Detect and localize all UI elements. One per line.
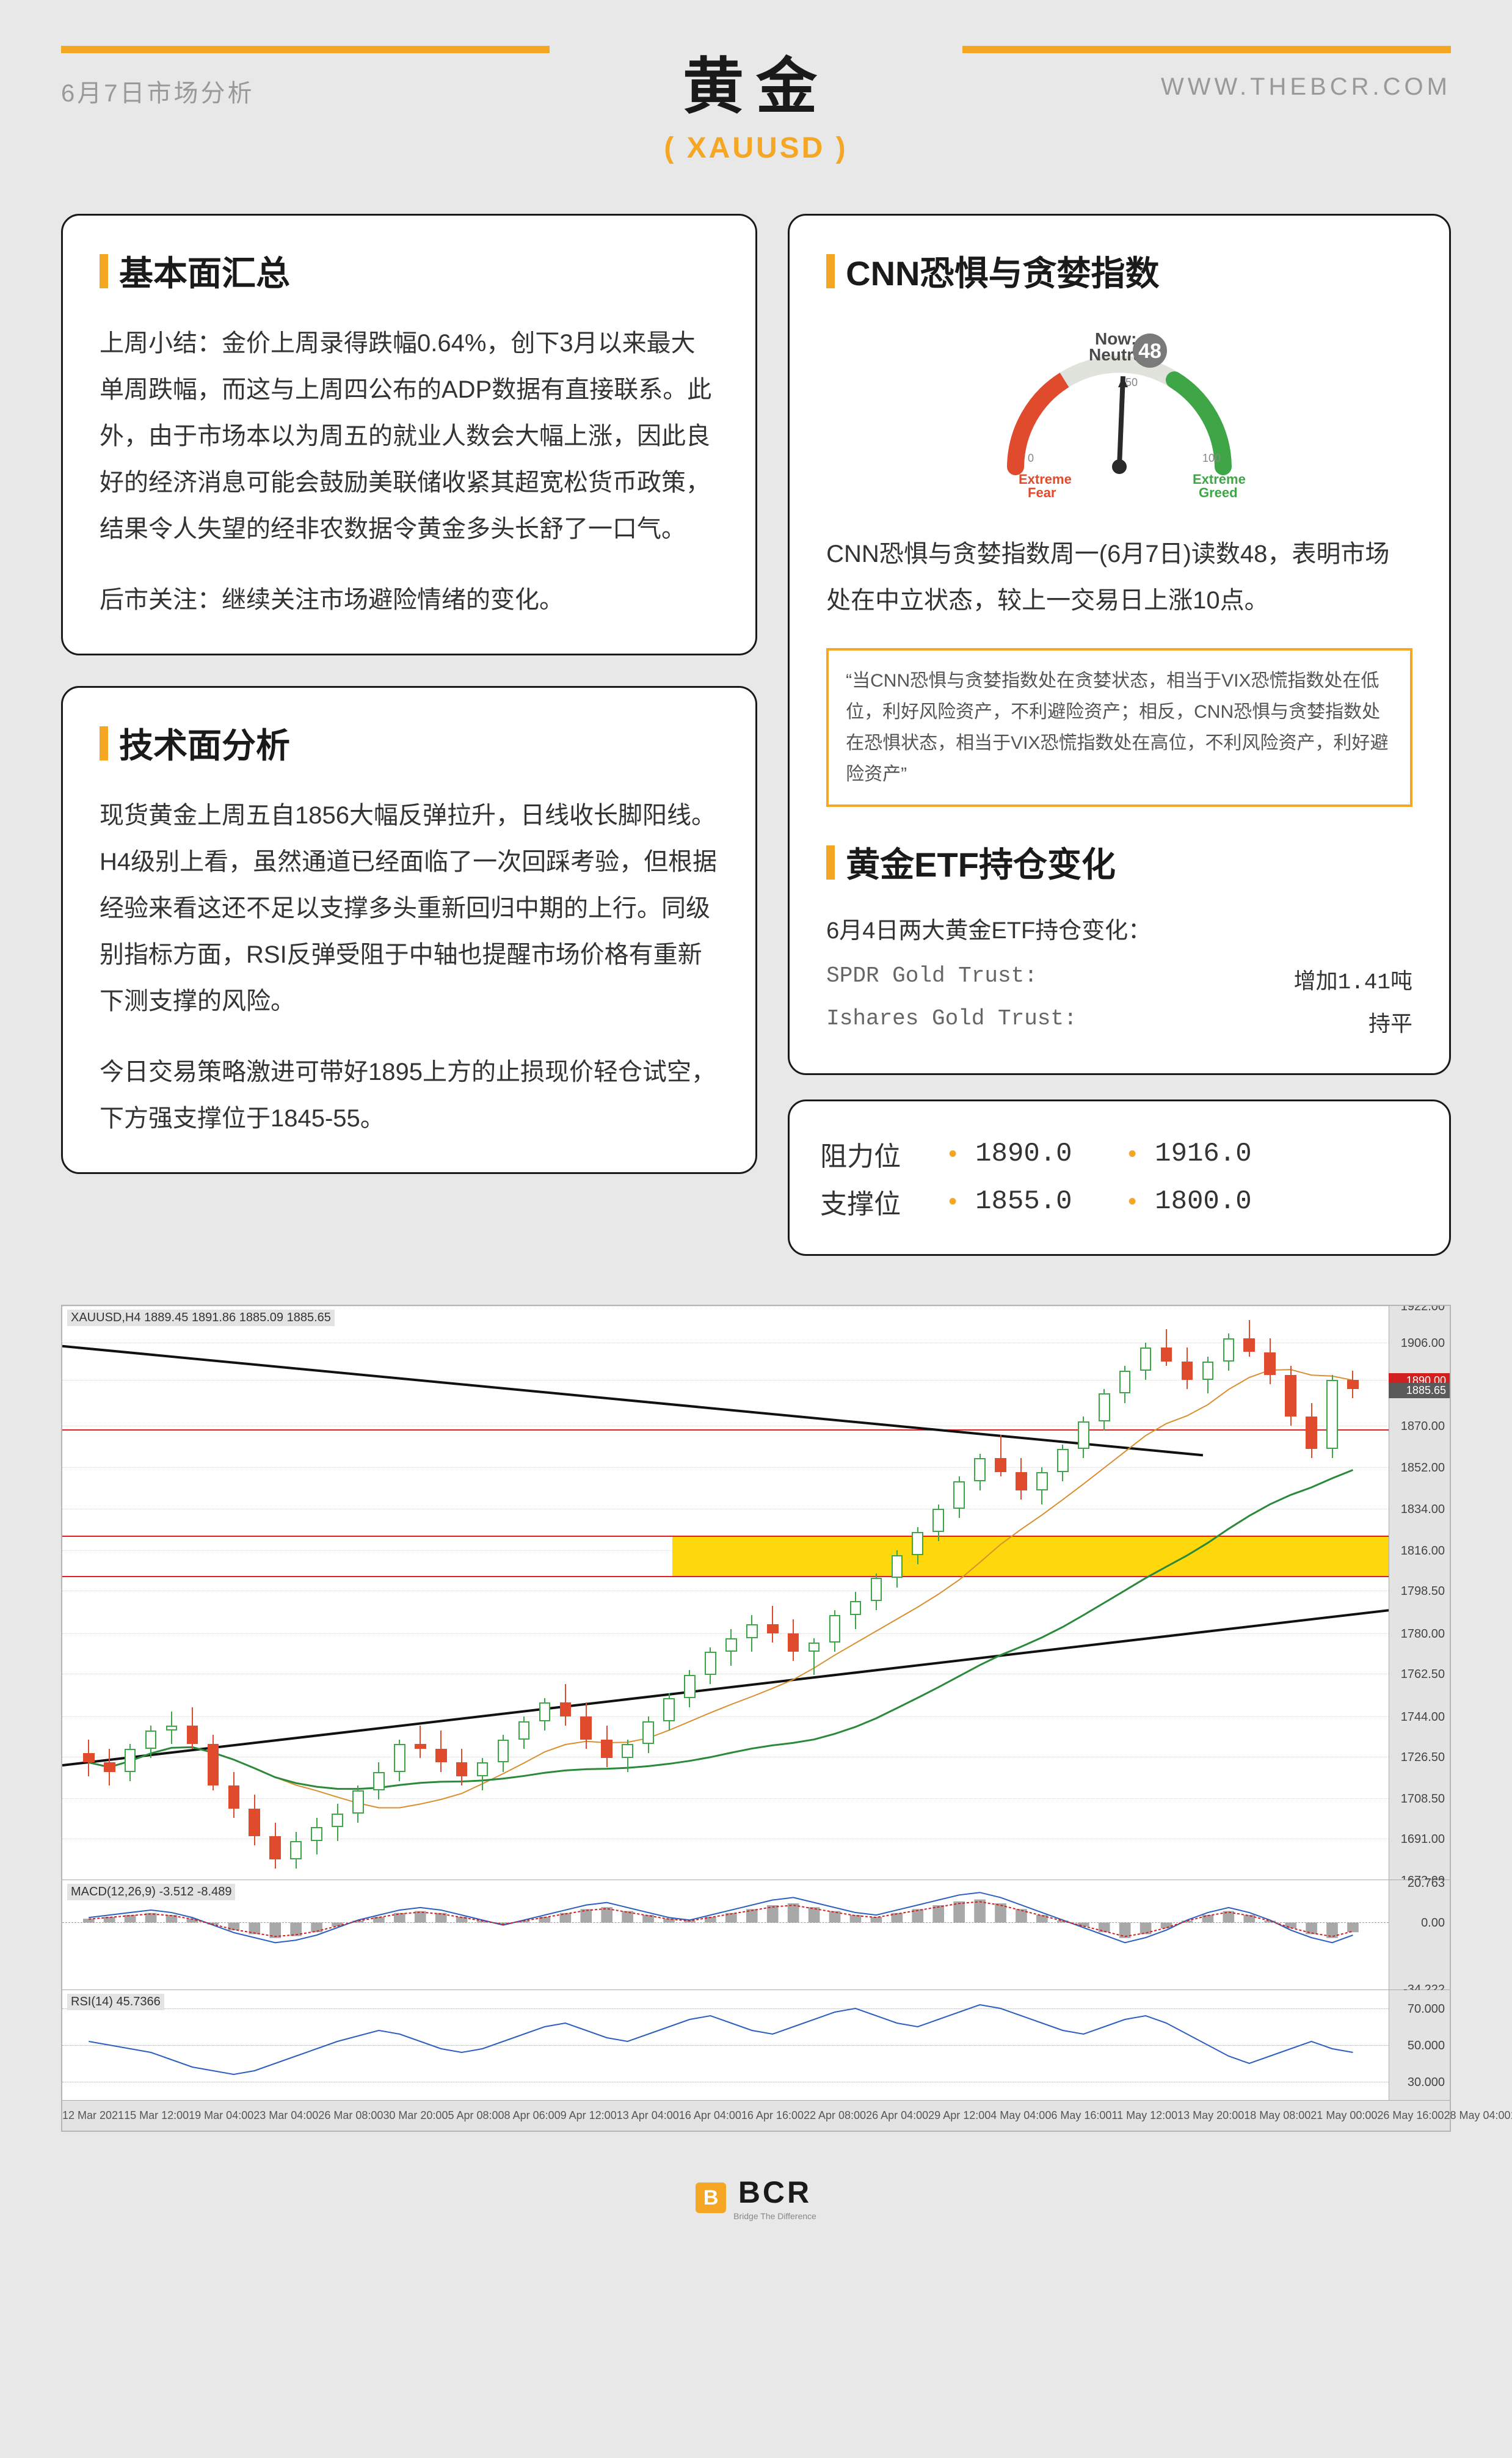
etf-row: Ishares Gold Trust:持平 xyxy=(826,1006,1412,1038)
fundamentals-p2: 后市关注：继续关注市场避险情绪的变化。 xyxy=(100,577,719,623)
header-rule-right xyxy=(962,46,1451,53)
footer: B BCR Bridge The Difference xyxy=(0,2144,1512,2264)
fundamentals-p1: 上周小结：金价上周录得跌幅0.64%，创下3月以来最大单周跌幅，而这与上周四公布… xyxy=(100,320,719,552)
cnn-card: CNN恐惧与贪婪指数 Now: Neutral 48 0 xyxy=(788,214,1451,1075)
bullet-icon: • xyxy=(948,1140,957,1168)
fundamentals-card: 基本面汇总 上周小结：金价上周录得跌幅0.64%，创下3月以来最大单周跌幅，而这… xyxy=(61,214,757,655)
cnn-quote-box: “当CNN恐惧与贪婪指数处在贪婪状态，相当于VIX恐慌指数处在低位，利好风险资产… xyxy=(826,648,1412,807)
price-chart: XAUUSD,H4 1889.45 1891.86 1885.09 1885.6… xyxy=(61,1305,1451,2132)
fear-greed-gauge: Now: Neutral 48 0 50 100 Extreme Fear Ex… xyxy=(826,320,1412,506)
bullet-icon: • xyxy=(948,1188,957,1216)
svg-text:Fear: Fear xyxy=(1028,485,1056,500)
chart-macd-info: MACD(12,26,9) -3.512 -8.489 xyxy=(67,1884,235,1900)
support-2: 1800.0 xyxy=(1155,1186,1289,1217)
resistance-2: 1916.0 xyxy=(1155,1139,1289,1169)
bullet-icon: • xyxy=(1128,1140,1136,1168)
support-label: 支撑位 xyxy=(820,1182,930,1221)
cnn-title: CNN恐惧与贪婪指数 xyxy=(846,246,1159,296)
resistance-label: 阻力位 xyxy=(820,1134,930,1173)
technical-title: 技术面分析 xyxy=(119,718,290,768)
svg-text:0: 0 xyxy=(1028,452,1034,464)
svg-text:48: 48 xyxy=(1138,340,1161,363)
etf-row: SPDR Gold Trust:增加1.41吨 xyxy=(826,963,1412,995)
chart-rsi-info: RSI(14) 45.7366 xyxy=(67,1994,164,2010)
brand-logo-icon: B xyxy=(696,2183,726,2213)
brand-tagline: Bridge The Difference xyxy=(733,2211,816,2221)
cnn-desc: CNN恐惧与贪婪指数周一(6月7日)读数48，表明市场处在中立状态，较上一交易日… xyxy=(826,531,1412,624)
technical-card: 技术面分析 现货黄金上周五自1856大幅反弹拉升，日线收长脚阳线。H4级别上看，… xyxy=(61,686,757,1174)
svg-text:50: 50 xyxy=(1125,376,1138,388)
cnn-quote: “当CNN恐惧与贪婪指数处在贪婪状态，相当于VIX恐慌指数处在低位，利好风险资产… xyxy=(846,665,1393,790)
bullet-icon: • xyxy=(1128,1188,1136,1216)
chart-x-axis: 12 Mar 202115 Mar 12:0019 Mar 04:0023 Ma… xyxy=(62,2100,1450,2131)
technical-p2: 今日交易策略激进可带好1895上方的止损现价轻仓试空，下方强支撑位于1845-5… xyxy=(100,1049,719,1142)
chart-symbol-info: XAUUSD,H4 1889.45 1891.86 1885.09 1885.6… xyxy=(67,1310,335,1326)
technical-p1: 现货黄金上周五自1856大幅反弹拉升，日线收长脚阳线。H4级别上看，虽然通道已经… xyxy=(100,792,719,1024)
header: 6月7日市场分析 WWW.THEBCR.COM 黄金 ( XAUUSD ) xyxy=(0,0,1512,189)
etf-sub: 6月4日两大黄金ETF持仓变化： xyxy=(826,911,1412,945)
header-rule-left xyxy=(61,46,550,53)
fundamentals-title: 基本面汇总 xyxy=(119,246,290,296)
etf-title: 黄金ETF持仓变化 xyxy=(846,837,1116,887)
site-url: WWW.THEBCR.COM xyxy=(1161,73,1451,101)
levels-card: 阻力位 • 1890.0 • 1916.0 支撑位 • 1855.0 • 180… xyxy=(788,1100,1451,1256)
page-subtitle: ( XAUUSD ) xyxy=(61,131,1451,165)
svg-text:Greed: Greed xyxy=(1199,485,1238,500)
svg-text:100: 100 xyxy=(1202,452,1221,464)
brand-name: BCR xyxy=(733,2175,816,2210)
analysis-date: 6月7日市场分析 xyxy=(61,73,255,109)
resistance-1: 1890.0 xyxy=(975,1139,1110,1169)
support-1: 1855.0 xyxy=(975,1186,1110,1217)
